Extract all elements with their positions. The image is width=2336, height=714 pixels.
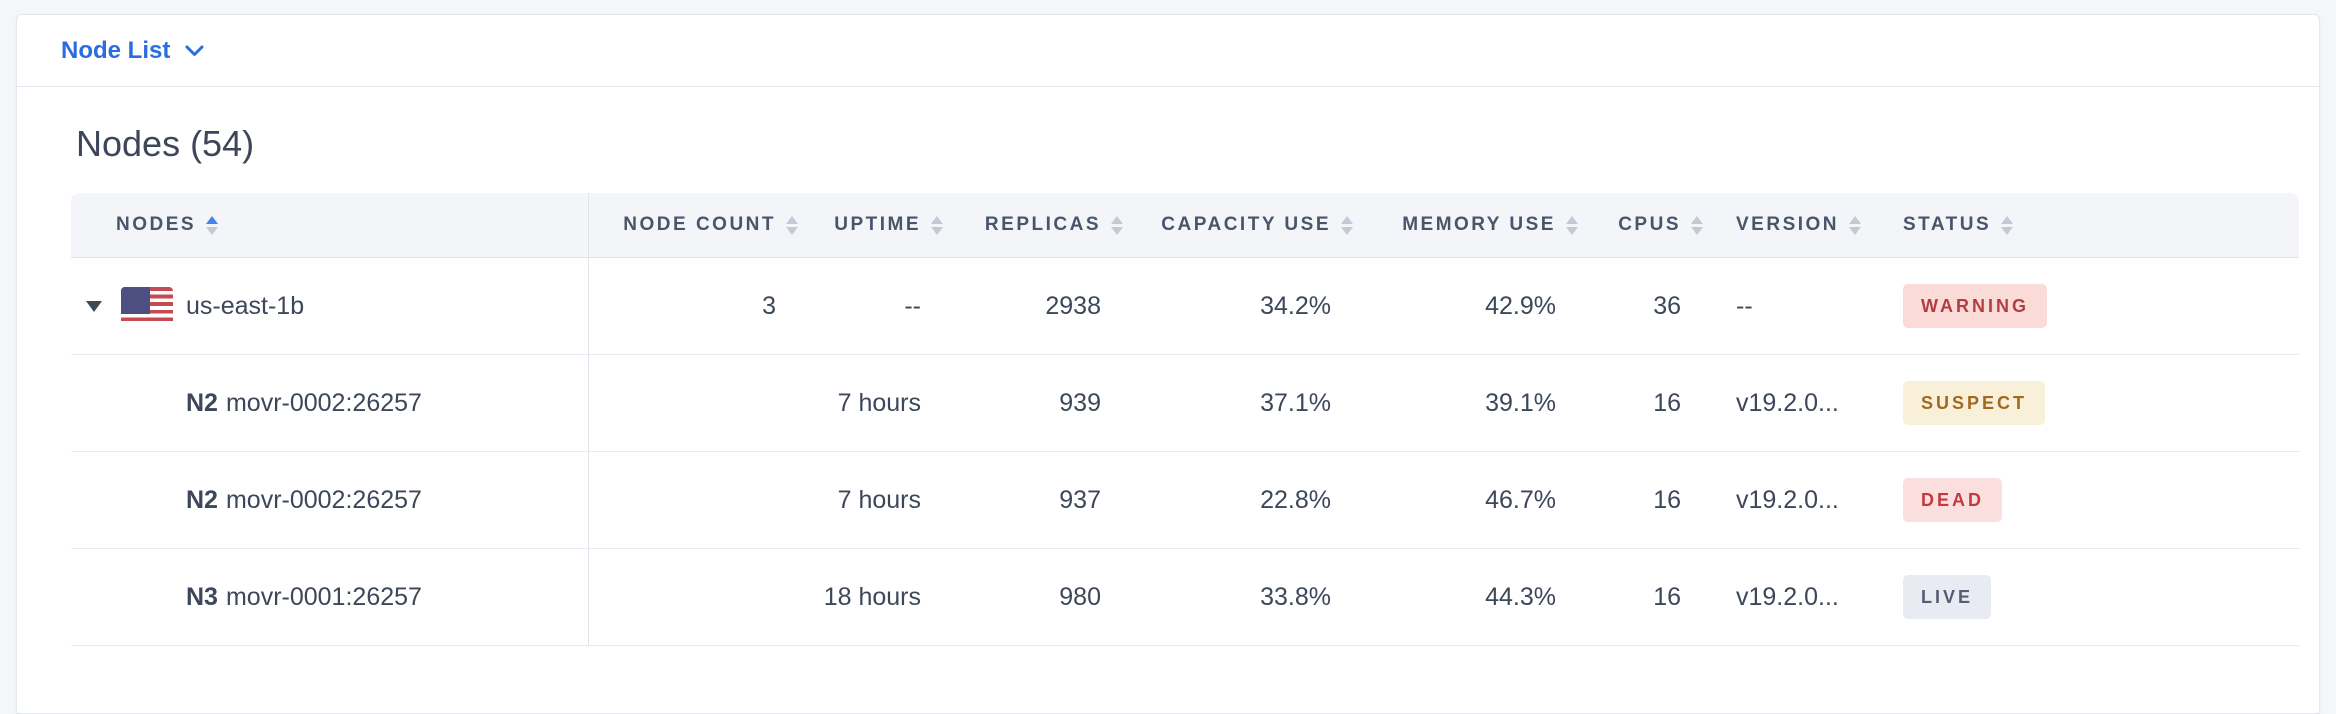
status-badge: DEAD: [1903, 478, 2003, 522]
version-cell: v19.2.0...: [1736, 388, 1839, 417]
capacity-use-cell: 33.8%: [1260, 582, 1331, 611]
node-row-n2[interactable]: N2 movr-0002:26257 7 hours 939 37.1% 39.…: [71, 355, 2299, 452]
column-label: UPTIME: [834, 214, 921, 235]
sort-icon: [1341, 215, 1353, 235]
node-address: movr-0002:26257: [225, 388, 422, 417]
column-header-nodes[interactable]: NODES: [71, 193, 589, 257]
column-label: MEMORY USE: [1402, 214, 1556, 235]
nodes-table: NODES NODE COUNT UPTIME REPLICAS CAPACIT…: [71, 193, 2299, 646]
memory-use-cell: 46.7%: [1485, 485, 1556, 514]
capacity-use-cell: 34.2%: [1260, 291, 1331, 320]
column-label: CAPACITY USE: [1161, 214, 1331, 235]
uptime-cell: 18 hours: [823, 582, 921, 611]
sort-icon: [931, 215, 943, 235]
cpus-cell: 16: [1653, 582, 1681, 611]
collapse-caret-icon[interactable]: [86, 300, 102, 312]
uptime-cell: --: [904, 291, 921, 320]
cpus-cell: 16: [1653, 388, 1681, 417]
replicas-cell: 939: [1059, 388, 1101, 417]
sort-icon: [1566, 215, 1578, 235]
sort-icon: [1849, 215, 1862, 235]
node-count-cell: [589, 549, 801, 645]
node-row-n3[interactable]: N3 movr-0001:26257 18 hours 980 33.8% 44…: [71, 549, 2299, 646]
node-list-card: Node List Nodes (54) NODES NODE COUNT UP…: [16, 14, 2320, 714]
column-label: NODE COUNT: [623, 214, 776, 235]
node-count-cell: [589, 452, 801, 548]
memory-use-cell: 42.9%: [1485, 291, 1556, 320]
us-flag-icon: [121, 287, 173, 325]
version-cell: --: [1736, 291, 1753, 320]
column-label: VERSION: [1736, 214, 1840, 235]
column-label: STATUS: [1903, 214, 1992, 235]
region-name: us-east-1b: [186, 291, 305, 320]
status-cell: LIVE: [1881, 549, 2299, 645]
status-badge: LIVE: [1903, 575, 1992, 619]
status-cell: WARNING: [1881, 258, 2299, 354]
node-address: movr-0001:26257: [225, 582, 422, 611]
view-selector-bar: Node List: [17, 15, 2319, 87]
cpus-cell: 36: [1653, 291, 1681, 320]
page-title: Nodes (54): [76, 123, 255, 164]
node-name-cell: N2 movr-0002:26257: [71, 355, 589, 451]
sort-icon: [2001, 215, 2014, 235]
column-header-uptime[interactable]: UPTIME: [801, 193, 946, 257]
replicas-cell: 980: [1059, 582, 1101, 611]
node-name-cell: N2 movr-0002:26257: [71, 452, 589, 548]
sort-icon: [1111, 215, 1123, 235]
node-list-dropdown[interactable]: Node List: [61, 36, 171, 64]
node-id: N2: [186, 485, 218, 514]
memory-use-cell: 39.1%: [1485, 388, 1556, 417]
sort-icon: [786, 215, 798, 235]
node-id: N3: [186, 582, 218, 611]
node-address: movr-0002:26257: [225, 485, 422, 514]
version-cell: v19.2.0...: [1736, 485, 1839, 514]
status-badge: SUSPECT: [1903, 381, 2046, 425]
node-name-cell: N3 movr-0001:26257: [71, 549, 589, 645]
status-cell: DEAD: [1881, 452, 2299, 548]
column-header-replicas[interactable]: REPLICAS: [946, 193, 1126, 257]
capacity-use-cell: 22.8%: [1260, 485, 1331, 514]
chevron-down-icon[interactable]: [185, 45, 204, 57]
cpus-cell: 16: [1653, 485, 1681, 514]
uptime-cell: 7 hours: [837, 485, 921, 514]
column-header-cpus[interactable]: CPUS: [1581, 193, 1706, 257]
node-count-cell: 3: [762, 291, 776, 320]
column-header-node-count[interactable]: NODE COUNT: [589, 193, 801, 257]
node-count-cell: [589, 355, 801, 451]
replicas-cell: 2938: [1045, 291, 1101, 320]
column-label: NODES: [116, 214, 197, 235]
table-header-row: NODES NODE COUNT UPTIME REPLICAS CAPACIT…: [71, 193, 2299, 258]
column-header-version[interactable]: VERSION: [1706, 193, 1881, 257]
column-label: REPLICAS: [984, 214, 1101, 235]
status-badge: WARNING: [1903, 284, 2047, 328]
capacity-use-cell: 37.1%: [1260, 388, 1331, 417]
region-row-us-east-1b[interactable]: us-east-1b 3 -- 2938 34.2% 42.9% 36 -- W…: [71, 258, 2299, 355]
column-header-capacity-use[interactable]: CAPACITY USE: [1126, 193, 1356, 257]
memory-use-cell: 44.3%: [1485, 582, 1556, 611]
column-header-status[interactable]: STATUS: [1881, 193, 2299, 257]
status-cell: SUSPECT: [1881, 355, 2299, 451]
column-header-memory-use[interactable]: MEMORY USE: [1356, 193, 1581, 257]
column-label: CPUS: [1618, 214, 1681, 235]
sort-icon: [206, 215, 219, 235]
content-area: Nodes (54) NODES NODE COUNT UPTIME REPLI…: [17, 123, 2319, 646]
replicas-cell: 937: [1059, 485, 1101, 514]
uptime-cell: 7 hours: [837, 388, 921, 417]
node-id: N2: [186, 388, 218, 417]
sort-icon: [1691, 215, 1703, 235]
version-cell: v19.2.0...: [1736, 582, 1839, 611]
region-cell: us-east-1b: [71, 258, 589, 354]
node-row-n2-dead[interactable]: N2 movr-0002:26257 7 hours 937 22.8% 46.…: [71, 452, 2299, 549]
table-body: us-east-1b 3 -- 2938 34.2% 42.9% 36 -- W…: [71, 258, 2299, 646]
